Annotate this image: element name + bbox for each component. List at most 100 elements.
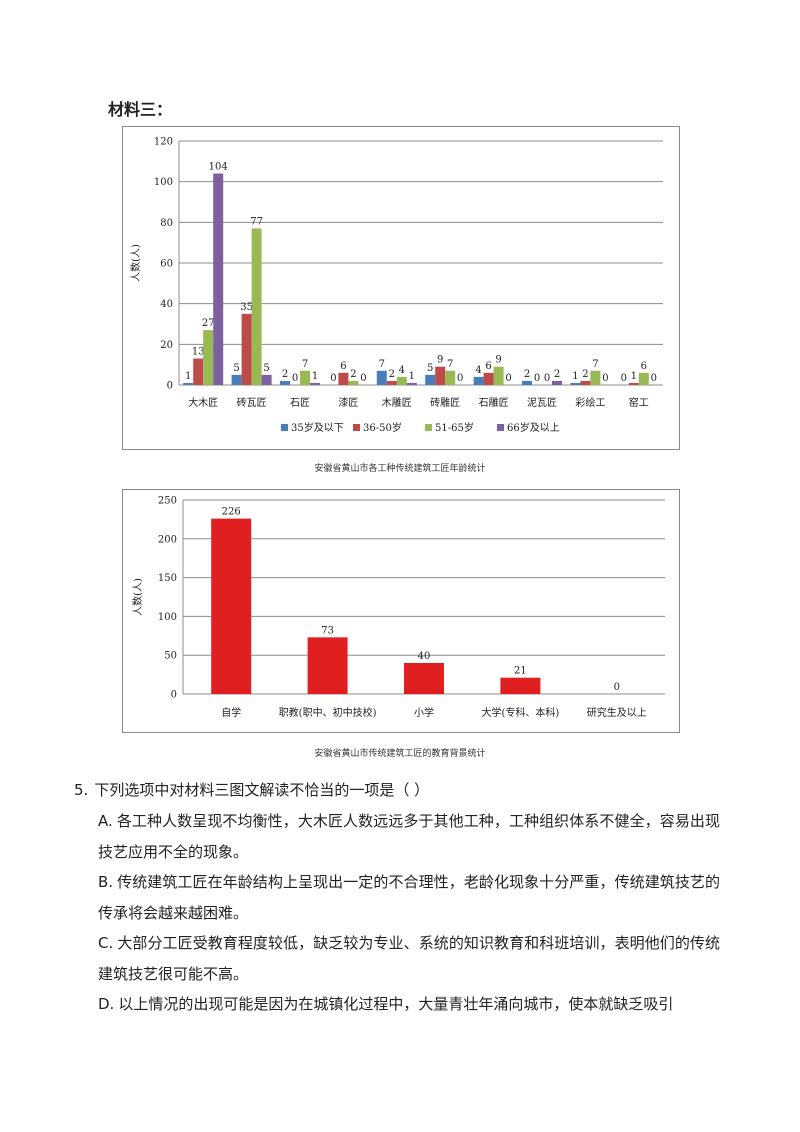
bar [500, 677, 541, 694]
y-tick-label: 0 [167, 381, 173, 392]
data-label: 0 [534, 373, 540, 384]
bar [522, 380, 532, 385]
x-category-label: 研究生及以上 [587, 706, 647, 719]
age-chart-svg: 020406080100120人数(人)大木匠11327104砖瓦匠535775… [129, 137, 663, 434]
data-label: 2 [282, 369, 288, 380]
data-label: 35 [240, 302, 253, 313]
x-category-label: 泥瓦匠 [527, 396, 557, 409]
bar [483, 372, 494, 385]
data-label: 1 [409, 371, 415, 382]
bar [203, 330, 214, 385]
x-category-label: 大木匠 [188, 396, 218, 409]
bar [193, 358, 204, 385]
bar [338, 372, 349, 385]
data-label: 1 [572, 371, 578, 382]
y-tick-label: 20 [160, 340, 173, 351]
data-label: 7 [592, 359, 598, 370]
bar [310, 382, 320, 385]
data-label: 9 [437, 355, 443, 366]
x-category-label: 木雕匠 [382, 396, 412, 409]
data-label: 0 [621, 373, 627, 384]
bar [231, 374, 242, 385]
bar [241, 313, 252, 385]
data-label: 2 [582, 369, 588, 380]
data-label: 0 [360, 373, 366, 384]
option-letter: D. [98, 995, 115, 1013]
bar [386, 380, 397, 385]
bar [570, 382, 581, 385]
bar [473, 376, 484, 385]
question-text: 下列选项中对材料三图文解读不恰当的一项是（ ） [94, 781, 430, 799]
x-category-label: 小学 [414, 706, 434, 719]
data-label: 77 [250, 216, 263, 227]
y-tick-label: 200 [158, 534, 177, 545]
education-chart-caption: 安徽省黄山市传统建筑工匠的教育背景统计 [314, 749, 486, 759]
question-stem: 5. 下列选项中对材料三图文解读不恰当的一项是（ ） [74, 779, 429, 800]
bar [280, 380, 290, 385]
data-label: 5 [263, 363, 269, 374]
bar [348, 380, 359, 385]
data-label: 7 [379, 359, 385, 370]
data-label: 13 [192, 347, 205, 358]
option-d[interactable]: D. 以上情况的出现可能是因为在城镇化过程中，大量青壮年涌向城市，使本就缺乏吸引 [98, 989, 720, 1020]
education-chart-svg: 0 50 100 150 200 250 人数(人) 自学 226 职教(职中、初中技校) 73 小学… [131, 496, 665, 719]
data-label: 21 [514, 666, 527, 677]
option-letter: B. [98, 873, 114, 891]
material-three-heading: 材料三： [108, 100, 173, 119]
data-label: 226 [222, 507, 241, 518]
bar [552, 380, 562, 385]
data-label: 4 [399, 365, 405, 376]
y-tick-label: 0 [171, 690, 177, 701]
bar [300, 370, 310, 385]
data-label: 9 [495, 355, 501, 366]
legend-label: 66岁及以上 [507, 421, 560, 434]
x-category-label: 砖瓦匠 [237, 396, 267, 409]
x-category-label: 漆匠 [338, 396, 358, 409]
x-category-label: 石匠 [290, 397, 310, 409]
option-letter: C. [98, 934, 114, 952]
bar [638, 372, 649, 385]
age-bar-chart: 0 20 40 60 80 100 120 人数(人) 大木匠 1 13 27 104 砖瓦匠 5 35 77 5… [122, 126, 680, 450]
x-category-label: 职教(职中、初中技校) [279, 706, 377, 719]
data-label: 0 [330, 373, 336, 384]
option-letter: A. [98, 812, 113, 830]
bar [435, 366, 446, 385]
data-label: 1 [312, 371, 318, 382]
option-text: 以上情况的出现可能是因为在城镇化过程中，大量青壮年涌向城市，使本就缺乏吸引 [118, 995, 674, 1013]
answer-options: A. 各工种人数呈现不均衡性，大木匠人数远远多于其他工种，工种组织体系不健全，容易… [98, 806, 720, 1020]
y-tick-label: 100 [158, 612, 177, 623]
bar [628, 382, 639, 385]
option-c[interactable]: C. 大部分工匠受教育程度较低，缺乏较为专业、系统的知识教育和科班培训，表明他们的… [98, 928, 720, 989]
legend-label: 35岁及以下 [291, 421, 344, 434]
y-tick-label: 50 [164, 651, 177, 662]
bar [396, 376, 407, 385]
option-text: 各工种人数呈现不均衡性，大木匠人数远远多于其他工种，工种组织体系不健全，容易出现… [98, 812, 720, 861]
data-label: 0 [505, 373, 511, 384]
y-tick-label: 40 [160, 299, 173, 310]
x-category-label: 砖雕匠 [430, 396, 460, 409]
data-label: 7 [302, 359, 308, 370]
legend-swatch [425, 424, 432, 431]
bar [183, 382, 194, 385]
bar [376, 370, 387, 385]
bar [493, 366, 504, 385]
y-tick-label: 250 [158, 496, 177, 507]
data-label: 104 [209, 162, 228, 173]
bar [580, 380, 591, 385]
x-category-label: 窑工 [629, 396, 649, 409]
data-label: 27 [202, 318, 215, 329]
data-label: 1 [185, 371, 191, 382]
option-a[interactable]: A. 各工种人数呈现不均衡性，大木匠人数远远多于其他工种，工种组织体系不健全，容易… [98, 806, 720, 867]
data-label: 0 [457, 373, 463, 384]
data-label: 2 [350, 369, 356, 380]
bar [261, 374, 272, 385]
data-label: 7 [447, 359, 453, 370]
bar [404, 662, 444, 694]
bar [425, 374, 436, 385]
data-label: 5 [233, 363, 239, 374]
question-number: 5. [74, 781, 89, 799]
x-category-label: 石雕匠 [479, 396, 509, 409]
option-b[interactable]: B. 传统建筑工匠在年龄结构上呈现出一定的不合理性，老龄化现象十分严重，传统建筑技… [98, 867, 720, 928]
bar [406, 382, 417, 385]
data-label: 2 [554, 369, 560, 380]
